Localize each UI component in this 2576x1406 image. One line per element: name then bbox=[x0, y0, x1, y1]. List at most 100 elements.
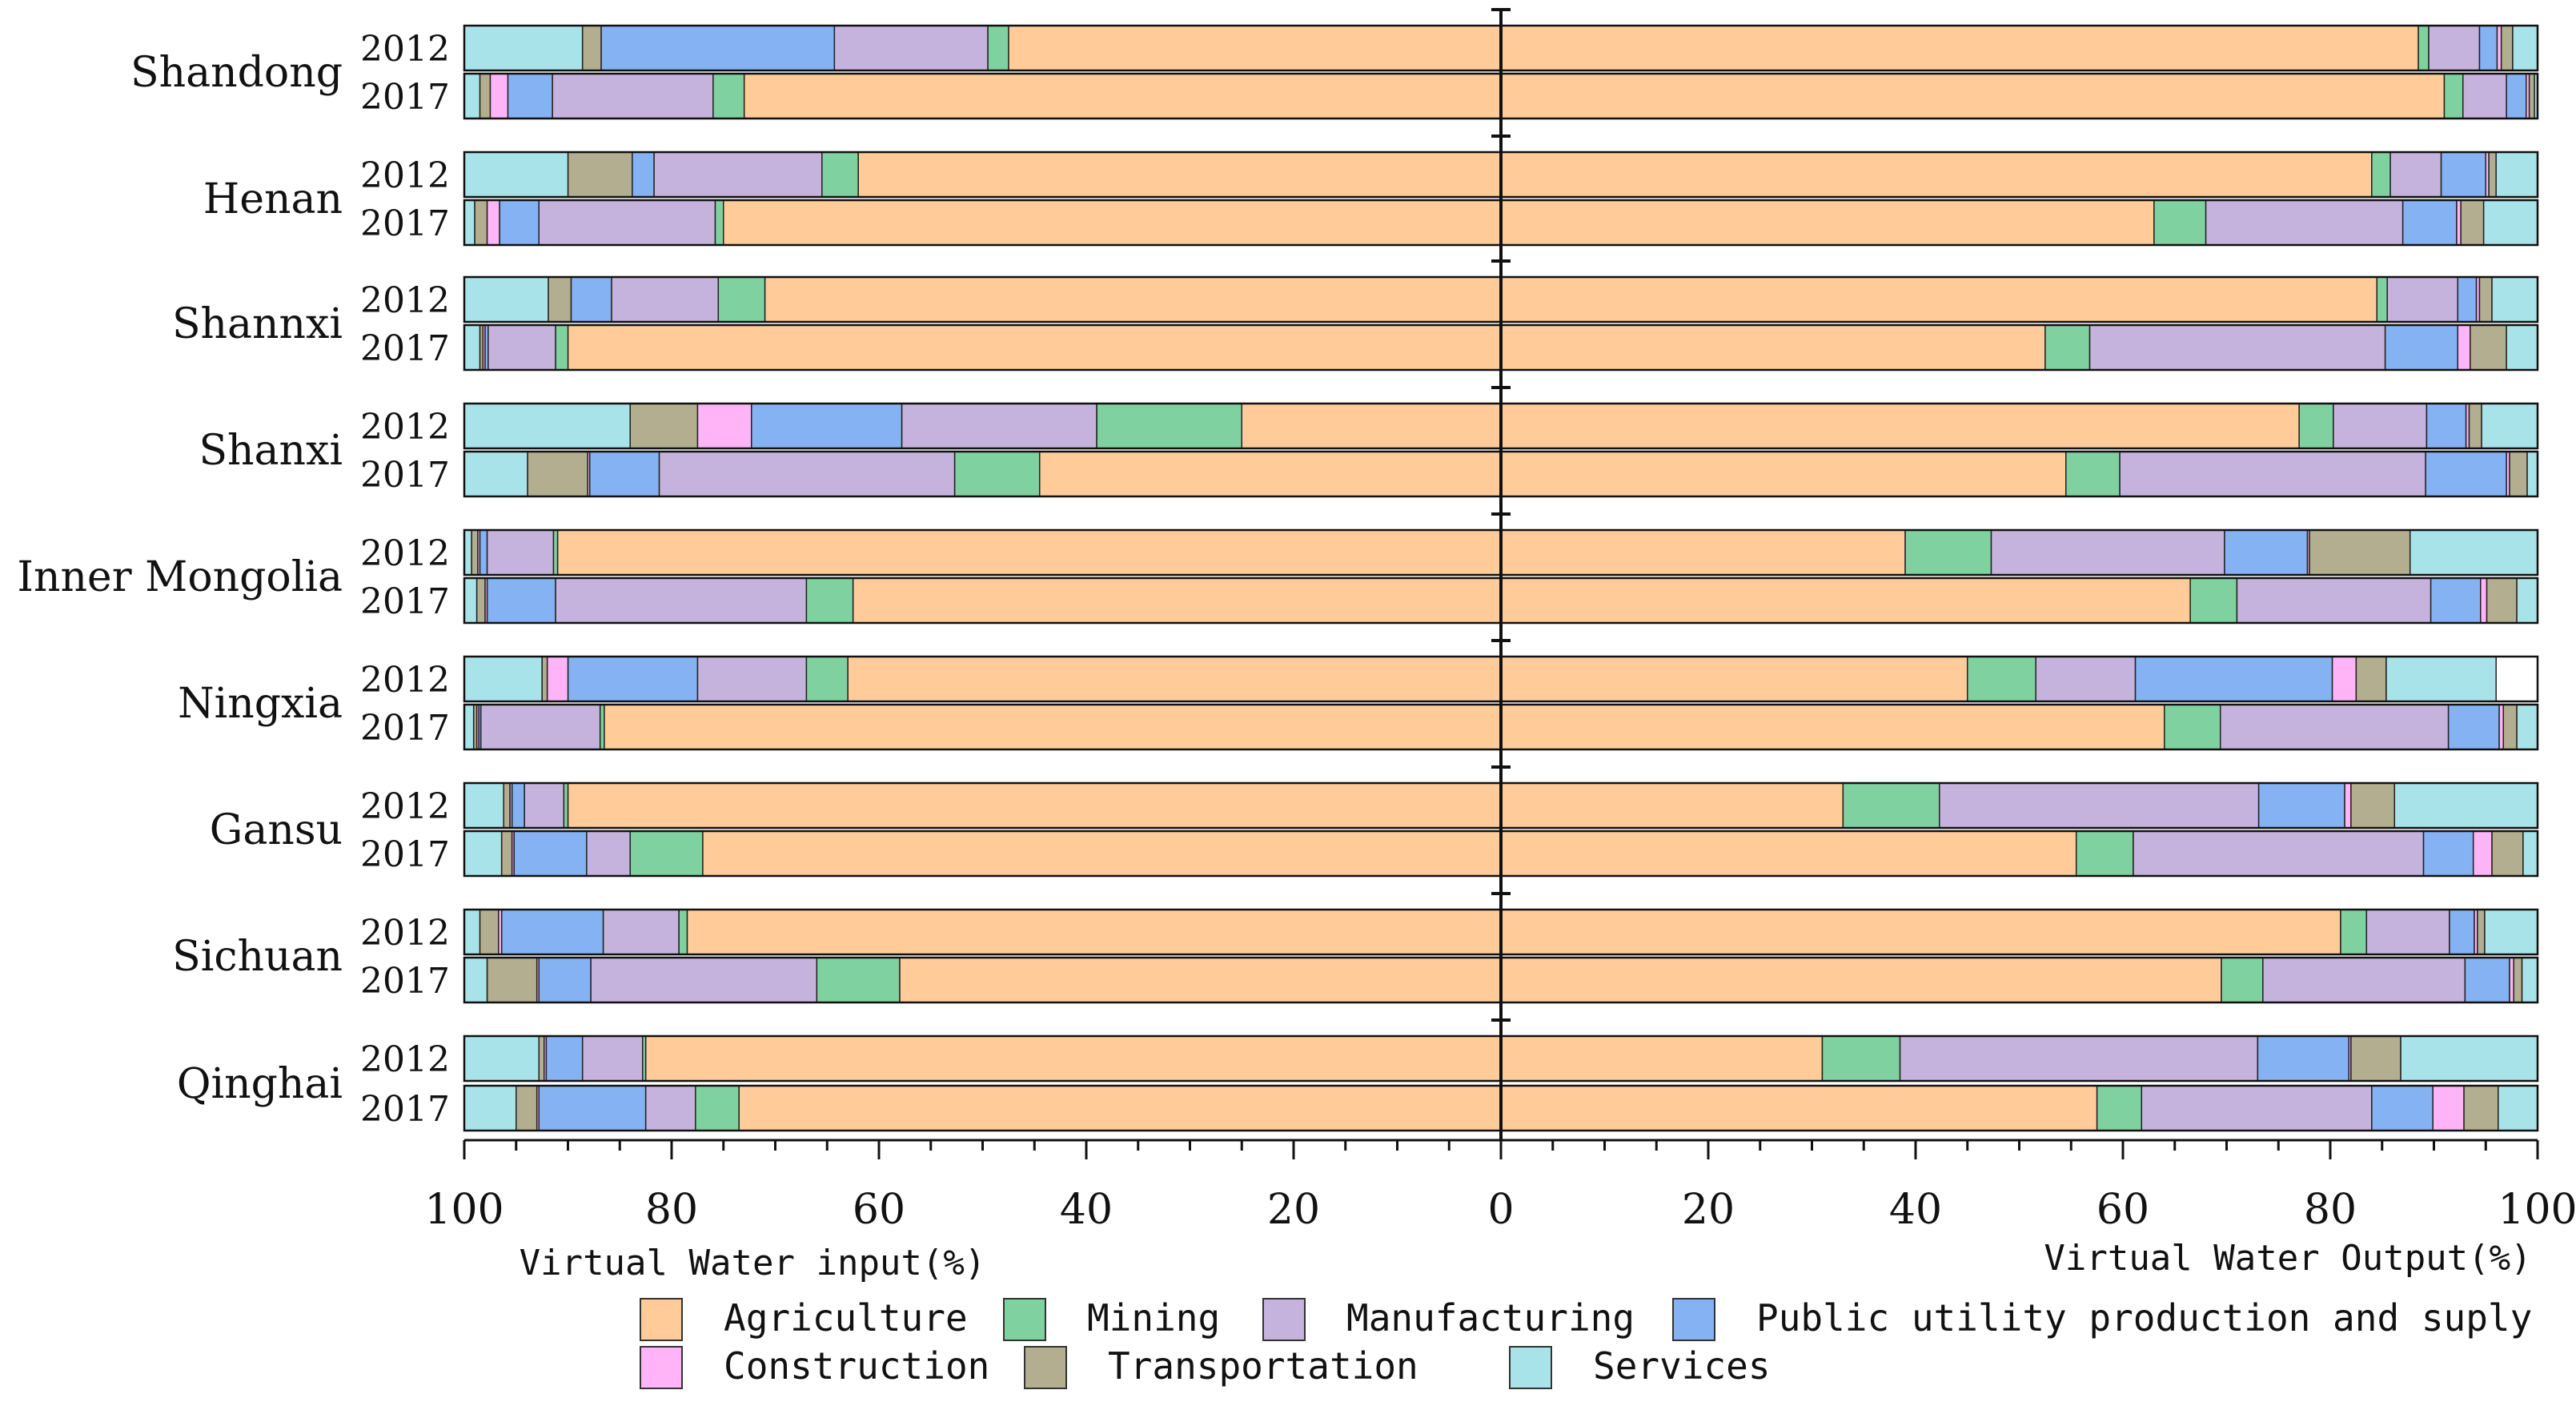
bar-segment-input bbox=[653, 151, 823, 198]
bar-segment-output bbox=[2502, 704, 2518, 750]
x-tick-label-left: 80 bbox=[645, 1186, 698, 1234]
province-label: Shandong bbox=[130, 49, 343, 97]
bar-segment-output bbox=[2496, 25, 2502, 71]
bar-segment-input bbox=[953, 451, 1041, 497]
bar-segment-input bbox=[463, 656, 543, 702]
bar-segment-output bbox=[2463, 1085, 2499, 1131]
bar-segment-output bbox=[2262, 957, 2466, 1003]
bar-segment-input bbox=[500, 830, 513, 877]
bar-segment-output bbox=[2512, 25, 2538, 71]
bar-segment-output bbox=[2478, 25, 2498, 71]
bar-segment-input bbox=[1096, 403, 1242, 449]
year-label: 2012 bbox=[360, 280, 450, 321]
bar-segment-output bbox=[2495, 151, 2538, 198]
legend-swatch bbox=[1003, 1298, 1046, 1341]
bar-segment-output bbox=[2386, 276, 2459, 323]
legend-label: Transportation bbox=[1108, 1344, 1418, 1388]
bar-segment-output bbox=[2506, 324, 2538, 371]
bar-segment-output bbox=[1500, 704, 2165, 750]
bar-segment-input bbox=[590, 957, 818, 1003]
bar-segment-output bbox=[2506, 73, 2527, 119]
bar-segment-output bbox=[2205, 199, 2404, 246]
bar-segment-output bbox=[2516, 704, 2538, 750]
bar-segment-output bbox=[1939, 782, 2260, 829]
bar-segment-input bbox=[511, 782, 525, 829]
bar-segment-input bbox=[463, 451, 528, 497]
bar-segment-input bbox=[714, 199, 724, 246]
bar-segment-input bbox=[901, 403, 1097, 449]
x-tick-label-right: 60 bbox=[2097, 1186, 2149, 1234]
bar-segment-output bbox=[2355, 656, 2387, 702]
x-tick-label-right: 20 bbox=[1682, 1186, 1735, 1234]
bar-segment-input bbox=[463, 1085, 517, 1131]
x-tick-label-left: 20 bbox=[1267, 1186, 1320, 1234]
bar-segment-output bbox=[2478, 276, 2493, 323]
bar-segment-input bbox=[852, 577, 1502, 624]
bar-segment-output bbox=[2340, 909, 2368, 955]
bar-segment-output bbox=[1500, 656, 1968, 702]
bar-segment-input bbox=[738, 1085, 1502, 1131]
bar-segment-input bbox=[678, 909, 688, 955]
bar-segment-input bbox=[541, 656, 548, 702]
bar-segment-output bbox=[1899, 1035, 2259, 1082]
bar-segment-input bbox=[764, 276, 1502, 323]
bar-segment-output bbox=[2075, 830, 2134, 877]
bar-segment-output bbox=[2516, 577, 2538, 624]
bar-segment-input bbox=[486, 529, 555, 576]
bar-segment-output bbox=[1500, 25, 2419, 71]
year-label: 2012 bbox=[360, 660, 450, 701]
legend-swatch bbox=[640, 1298, 683, 1341]
bar-segment-output bbox=[2418, 25, 2430, 71]
bar-segment-input bbox=[723, 199, 1502, 246]
x-tick-label-left: 60 bbox=[853, 1186, 905, 1234]
bar-segment-input bbox=[805, 577, 854, 624]
bar-segment-input bbox=[1008, 25, 1502, 71]
province-label: Shanxi bbox=[199, 427, 343, 475]
bar-segment-output bbox=[2164, 704, 2221, 750]
year-label: 2017 bbox=[360, 77, 450, 118]
year-label: 2017 bbox=[360, 834, 450, 875]
bar-segment-output bbox=[2384, 324, 2459, 371]
bar-segment-output bbox=[2484, 909, 2538, 955]
bar-segment-input bbox=[538, 957, 592, 1003]
bar-segment-input bbox=[611, 276, 720, 323]
bar-segment-input bbox=[499, 199, 540, 246]
bar-segment-output bbox=[2449, 909, 2475, 955]
bar-segment-input bbox=[463, 25, 584, 71]
bar-segment-input bbox=[486, 957, 538, 1003]
bar-segment-input bbox=[857, 151, 1502, 198]
bar-segment-output bbox=[2440, 151, 2487, 198]
bar-segment-input bbox=[463, 324, 481, 371]
year-label: 2012 bbox=[360, 913, 450, 954]
bar-segment-output bbox=[2133, 830, 2425, 877]
bar-segment-output bbox=[2035, 656, 2137, 702]
bar-segment-output bbox=[2470, 324, 2507, 371]
bar-segment-input bbox=[552, 529, 559, 576]
bar-segment-input bbox=[545, 1035, 584, 1082]
bar-segment-input bbox=[556, 529, 1502, 576]
bar-segment-output bbox=[1500, 830, 2077, 877]
bar-segment-output bbox=[2221, 957, 2264, 1003]
bar-segment-output bbox=[2409, 529, 2538, 576]
bar-segment-input bbox=[599, 704, 605, 750]
bar-segment-output bbox=[2477, 909, 2486, 955]
bar-segment-output bbox=[2119, 451, 2426, 497]
bar-segment-output bbox=[2491, 830, 2524, 877]
legend-label: Manufacturing bbox=[1346, 1296, 1635, 1340]
bar-segment-output bbox=[2498, 1085, 2538, 1131]
bar-segment-output bbox=[2432, 1085, 2465, 1131]
year-label: 2012 bbox=[360, 533, 450, 574]
bar-segment-input bbox=[463, 73, 481, 119]
bar-segment-output bbox=[2350, 782, 2396, 829]
bar-segment-output bbox=[2522, 830, 2538, 877]
bar-segment-output bbox=[1500, 1035, 1824, 1082]
bar-segment-output bbox=[2393, 782, 2538, 829]
legend-label: Services bbox=[1593, 1344, 1771, 1388]
bar-segment-output bbox=[2365, 909, 2450, 955]
bar-segment-output bbox=[2526, 451, 2538, 497]
bar-segment-input bbox=[538, 1085, 647, 1131]
bar-segment-output bbox=[1500, 324, 2046, 371]
bar-segment-input bbox=[658, 451, 956, 497]
bar-segment-input bbox=[847, 656, 1502, 702]
